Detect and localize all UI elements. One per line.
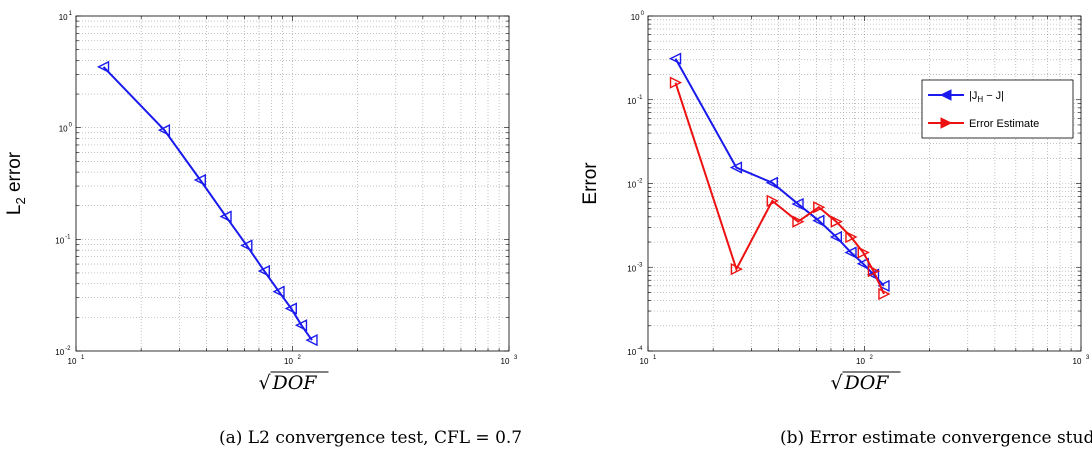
y-tick-exponent: -3 [637, 262, 643, 268]
data-point [157, 124, 171, 137]
data-point [830, 215, 843, 228]
data-point [294, 319, 308, 332]
data-point [877, 279, 890, 292]
y-axis-label: L2 error [4, 151, 28, 215]
data-point [765, 176, 778, 189]
x-tick-exponent: 2 [298, 355, 302, 361]
legend: |JH − J| Error Estimate [921, 79, 1074, 139]
y-tick-exponent: -2 [637, 179, 643, 185]
x-tick-exponent: 2 [870, 355, 874, 361]
data-point [766, 194, 779, 208]
data-point [844, 246, 857, 259]
data-point [812, 214, 825, 227]
y-tick-label: 10 [627, 97, 636, 106]
x-tick-exponent: 3 [1086, 355, 1090, 361]
y-tick-label: 10 [59, 13, 68, 22]
legend-marker [939, 89, 952, 101]
data-point [730, 262, 743, 276]
y-tick-exponent: 0 [641, 11, 645, 17]
x-axis-label: √ DOF [259, 371, 329, 394]
y-axis-label: Error [580, 162, 601, 205]
y-tick-label: 10 [55, 236, 64, 245]
x-tick-exponent: 3 [514, 355, 518, 361]
data-point [284, 302, 297, 315]
data-point [857, 246, 870, 259]
grid [76, 16, 509, 351]
y-axis-label-text: Error [580, 162, 601, 205]
data-point [829, 230, 843, 244]
series-line [102, 66, 313, 341]
sqrt-symbol: √ [259, 372, 272, 394]
data-point [219, 210, 232, 223]
y-tick-exponent: -1 [65, 234, 71, 240]
data-point [878, 287, 891, 301]
y-tick-exponent: 0 [69, 123, 73, 129]
tick-marks [647, 15, 1082, 352]
y-tick-label: 10 [627, 348, 636, 357]
legend-label: |JH − J| [969, 90, 1004, 104]
x-tick-label: 10 [501, 357, 510, 366]
x-axis-label-text: DOF [844, 372, 890, 394]
y-tick-label: 10 [627, 264, 636, 273]
x-tick-label: 10 [284, 357, 293, 366]
figure-caption: (a) L2 convergence test, CFL = 0.7 [219, 428, 522, 448]
data-point [856, 257, 869, 270]
sqrt-symbol: √ [831, 372, 844, 394]
data-point [668, 52, 682, 65]
plot-area [76, 16, 509, 351]
data-point [867, 264, 881, 278]
y-axis-label-text: L2 error [4, 151, 28, 215]
y-tick-label: 10 [627, 181, 636, 190]
y-tick-label: 10 [59, 125, 68, 134]
series-line [674, 82, 885, 295]
x-tick-label: 10 [640, 357, 649, 366]
grid [648, 16, 1081, 351]
data-point [669, 76, 683, 89]
series-0 [96, 60, 318, 347]
legend-marker [940, 117, 953, 129]
data-point [792, 215, 805, 228]
y-tick-exponent: -2 [65, 346, 71, 352]
data-point [791, 197, 804, 211]
data-point [240, 239, 253, 252]
y-tick-exponent: -1 [637, 95, 643, 101]
figure-caption: (b) Error estimate convergence study [780, 428, 1092, 448]
data-point [813, 201, 826, 214]
y-tick-label: 10 [631, 13, 640, 22]
y-tick-label: 10 [55, 348, 64, 357]
x-tick-label: 10 [1073, 357, 1082, 366]
chart-panel-0: 10 1 10 2 10 310 -210 -110 010 1L2 error√ DOF(a) L… [4, 11, 522, 448]
y-tick-exponent: -4 [637, 346, 643, 352]
x-tick-exponent: 1 [81, 355, 85, 361]
legend-label: Error Estimate [969, 118, 1039, 130]
legend-box [921, 79, 1074, 139]
y-tick-exponent: 1 [69, 11, 73, 17]
data-point [96, 60, 110, 74]
data-point [193, 173, 206, 187]
series-1 [669, 76, 891, 301]
tick-marks [75, 15, 510, 352]
x-tick-label: 10 [856, 357, 865, 366]
x-tick-label: 10 [68, 357, 77, 366]
data-point [257, 264, 271, 278]
data-point [729, 161, 743, 174]
x-tick-exponent: 1 [653, 355, 657, 361]
data-point [305, 334, 318, 347]
x-axis-label-text: DOF [272, 372, 318, 394]
data-point [272, 285, 285, 298]
x-axis-label: √ DOF [831, 371, 901, 394]
data-point [845, 230, 858, 244]
